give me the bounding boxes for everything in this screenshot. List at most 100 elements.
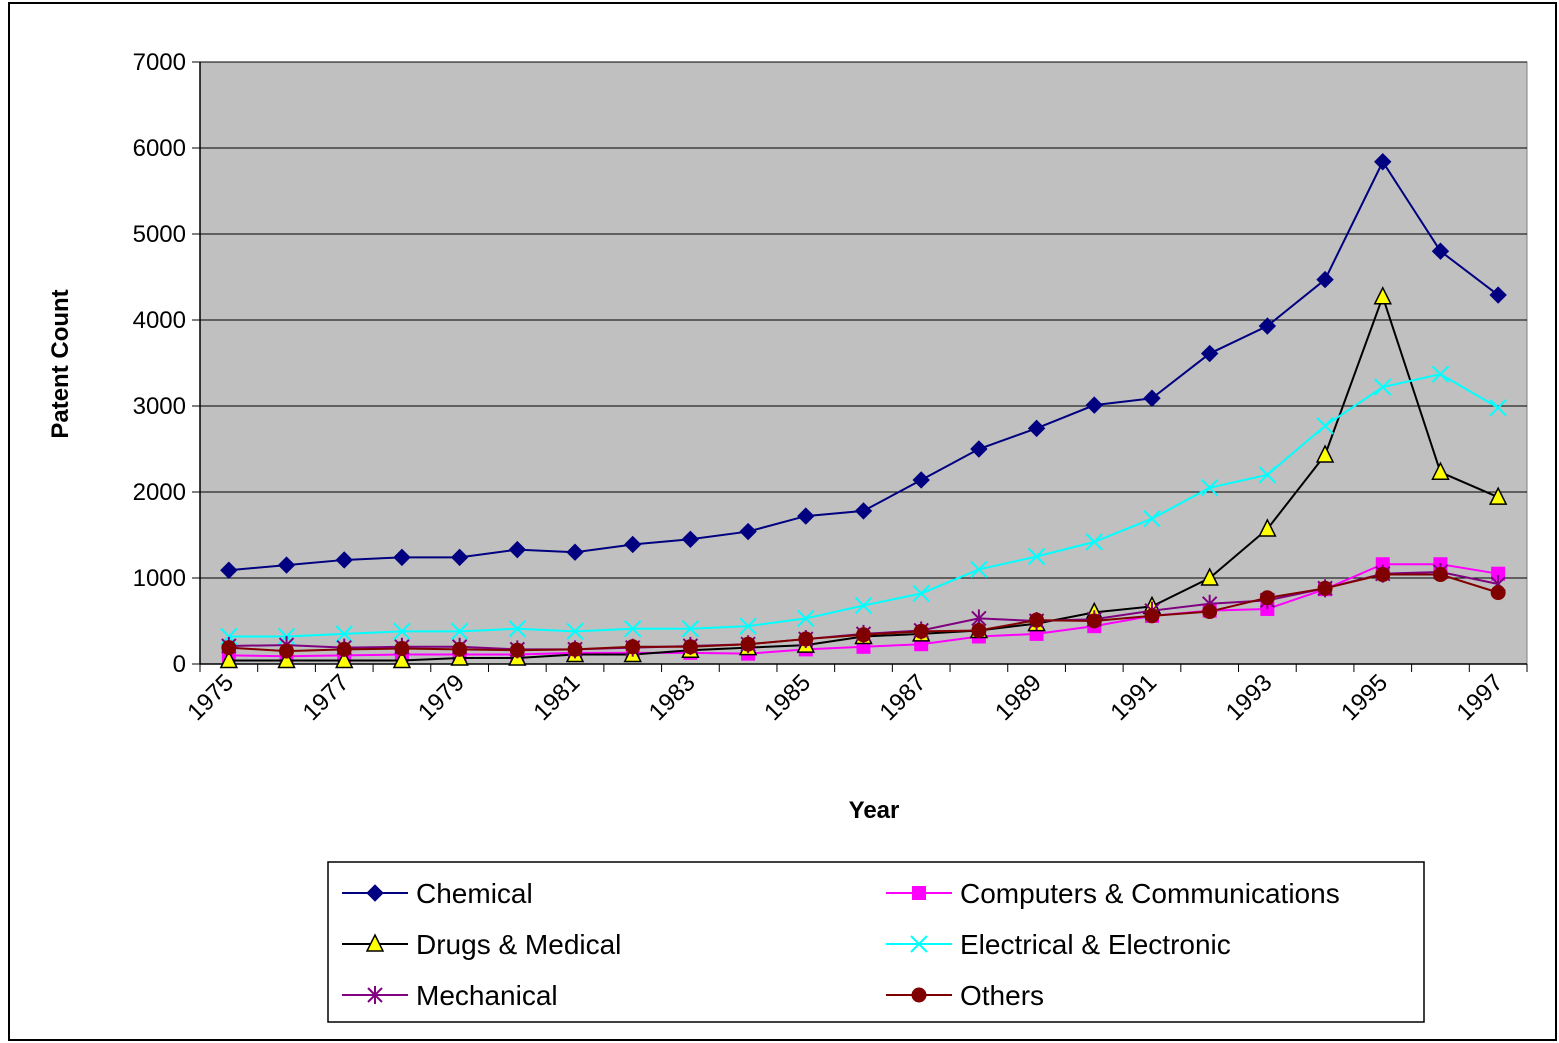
legend-label: Electrical & Electronic <box>960 929 1231 960</box>
data-point-others <box>913 623 929 639</box>
x-tick-label: 1997 <box>1452 669 1509 726</box>
x-tick-label: 1989 <box>990 669 1047 726</box>
data-point-electrical-electronic <box>335 625 353 643</box>
data-point-electrical-electronic <box>1027 547 1046 566</box>
data-point-electrical-electronic <box>681 620 700 638</box>
data-point-electrical-electronic <box>1200 478 1219 497</box>
legend-item-drugs-medical: Drugs & Medical <box>342 929 621 960</box>
y-tick-label: 7000 <box>133 49 186 76</box>
data-point-electrical-electronic <box>912 584 930 603</box>
data-point-chemical <box>393 548 411 567</box>
data-point-electrical-electronic <box>739 617 757 635</box>
data-point-others <box>740 636 756 652</box>
data-point-drugs-medical <box>1258 518 1277 537</box>
data-point-chemical <box>970 440 988 458</box>
data-point-drugs-medical <box>1373 286 1392 305</box>
data-point-others <box>856 627 871 643</box>
legend-item-mechanical: Mechanical <box>342 980 558 1011</box>
data-point-others <box>394 641 410 657</box>
legend: Chemical Computers & Communications Drugs … <box>327 861 1425 1023</box>
data-point-electrical-electronic <box>1431 365 1450 383</box>
data-point-electrical-electronic <box>1316 417 1334 435</box>
x-tick-label: 1991 <box>1105 669 1162 726</box>
data-point-others <box>336 641 352 657</box>
data-point-electrical-electronic <box>508 620 527 638</box>
x-tick-label: 1977 <box>298 669 355 726</box>
y-tick-label: 5000 <box>133 221 186 248</box>
y-tick-label: 4000 <box>133 307 186 334</box>
legend-item-others: Others <box>886 980 1044 1011</box>
data-point-electrical-electronic <box>1143 509 1161 528</box>
data-point-electrical-electronic <box>1258 466 1277 484</box>
y-tick-label: 0 <box>173 651 186 678</box>
legend-swatch-marker <box>365 933 385 952</box>
data-point-electrical-electronic <box>1489 399 1507 417</box>
y-tick-label: 6000 <box>133 135 186 162</box>
data-point-chemical <box>681 530 700 549</box>
data-point-others <box>1144 608 1160 624</box>
data-point-chemical <box>797 507 815 525</box>
data-point-others <box>1317 580 1333 596</box>
chart-frame: 0 1000 2000 3000 4000 5000 6000 7000 1975 1977 197… <box>8 2 1557 1041</box>
data-point-chemical <box>566 543 584 561</box>
data-point-chemical <box>220 561 238 579</box>
data-point-chemical <box>624 535 642 554</box>
data-point-chemical <box>1027 419 1046 438</box>
data-point-others <box>509 642 525 658</box>
x-tick-label: 1985 <box>759 669 816 726</box>
data-point-electrical-electronic <box>1374 378 1392 396</box>
patent-count-line-chart: 0 1000 2000 3000 4000 5000 6000 7000 1975 1977 197… <box>47 49 1528 1023</box>
data-point-drugs-medical <box>1431 461 1450 480</box>
plot-area: 0 1000 2000 3000 4000 5000 6000 7000 1975 1977 197… <box>133 49 1528 726</box>
data-point-drugs-medical <box>450 647 469 666</box>
data-point-chemical <box>1431 242 1450 260</box>
x-tick-label: 1993 <box>1221 669 1278 726</box>
data-point-chemical <box>1085 396 1103 414</box>
data-point-others <box>798 631 814 647</box>
data-point-chemical <box>1316 270 1334 289</box>
data-point-others <box>1432 567 1448 583</box>
data-point-chemical <box>854 502 873 520</box>
data-point-drugs-medical <box>335 649 354 669</box>
data-point-drugs-medical <box>1200 567 1219 586</box>
data-point-electrical-electronic <box>450 622 469 641</box>
legend-item-electrical-electronic: Electrical & Electronic <box>886 929 1231 960</box>
y-tick-label: 2000 <box>133 479 186 506</box>
data-point-others <box>625 639 641 655</box>
data-point-chemical <box>1489 286 1507 304</box>
data-point-electrical-electronic <box>624 620 642 638</box>
data-point-others <box>452 641 468 657</box>
y-tick-label: 1000 <box>133 565 186 592</box>
data-point-chemical <box>450 548 469 567</box>
data-point-others <box>682 639 698 655</box>
legend-label: Drugs & Medical <box>416 929 621 960</box>
data-point-others <box>567 641 583 657</box>
data-point-others <box>971 622 987 638</box>
data-point-others <box>1375 567 1391 583</box>
data-point-chemical <box>739 522 757 541</box>
data-point-drugs-medical <box>277 649 296 669</box>
legend-label: Chemical <box>416 878 533 909</box>
data-point-others <box>1029 612 1045 628</box>
legend-swatch-marker <box>367 986 383 1004</box>
x-tick-label: 1979 <box>413 669 470 726</box>
data-point-chemical <box>335 551 353 569</box>
data-point-electrical-electronic <box>970 560 988 579</box>
data-point-electrical-electronic <box>797 609 815 628</box>
legend-swatch-marker <box>910 935 928 953</box>
data-point-others <box>279 643 295 659</box>
data-point-chemical <box>508 540 527 559</box>
plot-background <box>199 61 1528 665</box>
legend-item-computers-communications: Computers & Communications <box>886 878 1340 909</box>
data-point-chemical <box>277 556 296 574</box>
data-point-drugs-medical <box>219 649 239 669</box>
data-point-others <box>1086 613 1102 629</box>
data-point-chemical <box>1258 317 1277 335</box>
x-tick-label: 1981 <box>528 669 585 726</box>
legend-label: Others <box>960 980 1044 1011</box>
legend-box <box>327 861 1425 1023</box>
legend-swatch-marker <box>366 884 384 902</box>
x-tick-label: 1987 <box>875 669 932 726</box>
data-point-others <box>1259 590 1275 606</box>
data-point-chemical <box>1143 389 1161 407</box>
